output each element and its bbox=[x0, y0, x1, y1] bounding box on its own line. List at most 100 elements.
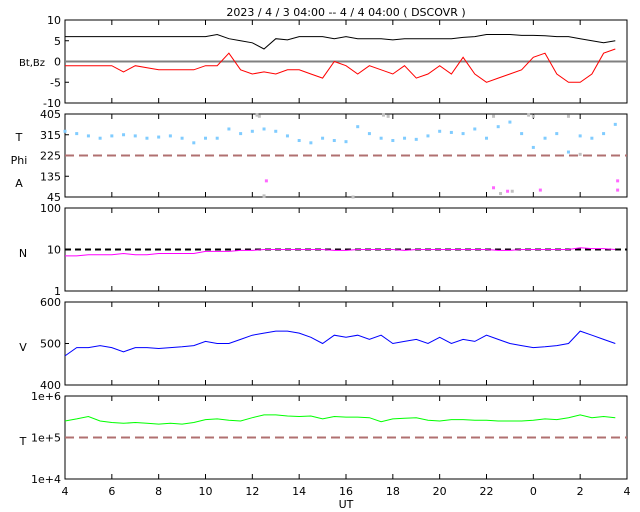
point-Phi bbox=[227, 127, 231, 131]
point-Phi bbox=[473, 127, 477, 131]
point-Phi-gray bbox=[492, 114, 496, 118]
y-tick-label: 1e+4 bbox=[31, 473, 61, 486]
point-Phi-gray bbox=[510, 189, 514, 193]
point-Phi bbox=[461, 132, 465, 136]
x-tick-label: 18 bbox=[386, 485, 400, 498]
point-Phi bbox=[356, 125, 360, 129]
x-tick-label: 14 bbox=[292, 485, 306, 498]
y-tick-label: 600 bbox=[40, 296, 61, 309]
point-Phi bbox=[520, 132, 524, 136]
point-Phi bbox=[250, 129, 254, 133]
panel-phi: 405 315 225 135 45 T Phi A bbox=[11, 108, 628, 204]
point-Phi bbox=[204, 136, 207, 140]
point-Phi bbox=[75, 132, 79, 136]
point-Phi bbox=[367, 132, 371, 136]
point-Phi bbox=[321, 136, 325, 140]
y-tick-label: 1 bbox=[54, 285, 61, 298]
point-Phi-gray bbox=[566, 114, 570, 118]
point-Phi bbox=[285, 134, 289, 138]
point-Phi bbox=[145, 136, 149, 140]
series-line-N bbox=[65, 247, 616, 257]
y-tick-label: 405 bbox=[40, 108, 61, 121]
series-line-Bt bbox=[65, 33, 616, 50]
y-tick-label: 0 bbox=[54, 56, 61, 69]
y-tick-label: 45 bbox=[47, 191, 61, 204]
y-tick-label: 315 bbox=[40, 129, 61, 142]
point-Phi bbox=[344, 140, 348, 144]
point-Phi bbox=[543, 136, 547, 140]
x-tick-label: 4 bbox=[62, 485, 69, 498]
y-tick-label: 500 bbox=[40, 338, 61, 351]
x-tick-label: 10 bbox=[199, 485, 213, 498]
point-Phi bbox=[613, 122, 617, 126]
point-Phi bbox=[438, 129, 442, 133]
panel-label: T bbox=[19, 435, 27, 448]
point-Phi bbox=[602, 132, 606, 136]
point-Phi-gray bbox=[257, 114, 261, 118]
point-Phi bbox=[403, 136, 407, 140]
point-Phi bbox=[274, 129, 278, 133]
point-Phi bbox=[86, 134, 90, 138]
panel-label: N bbox=[19, 247, 27, 260]
point-Phi bbox=[215, 136, 219, 140]
chart-title: 2023 / 4 / 3 04:00 -- 4 / 4 04:00 ( DSCO… bbox=[226, 6, 465, 19]
point-Phi-gray bbox=[255, 113, 259, 117]
point-Phi bbox=[262, 127, 266, 131]
point-Phi bbox=[297, 139, 301, 143]
x-tick-label: 16 bbox=[339, 485, 353, 498]
point-Phi-magenta bbox=[538, 188, 542, 192]
x-tick-label: 4 bbox=[624, 485, 631, 498]
y-tick-label: 135 bbox=[40, 170, 61, 183]
point-Phi bbox=[414, 137, 418, 141]
panel-label: T bbox=[15, 131, 23, 144]
point-Phi bbox=[496, 125, 500, 129]
x-tick-label: 0 bbox=[530, 485, 537, 498]
point-Phi bbox=[309, 141, 313, 145]
x-tick-label: 12 bbox=[245, 485, 259, 498]
x-tick-label: 6 bbox=[108, 485, 115, 498]
panel-density: 100 10 1 N bbox=[19, 202, 628, 298]
y-tick-label: -10 bbox=[43, 97, 61, 110]
point-Phi bbox=[508, 120, 512, 124]
point-Phi bbox=[98, 136, 102, 140]
x-axis-label: UT bbox=[339, 498, 354, 511]
point-Phi-gray bbox=[578, 152, 582, 156]
point-Phi bbox=[168, 134, 172, 138]
point-Phi bbox=[426, 134, 430, 138]
point-Phi-gray bbox=[381, 113, 385, 117]
panel-frame bbox=[64, 301, 628, 386]
point-Phi bbox=[192, 141, 196, 145]
point-Phi bbox=[122, 133, 126, 137]
y-tick-label: 10 bbox=[47, 244, 61, 257]
point-Phi bbox=[180, 136, 184, 140]
series-line-V bbox=[64, 330, 616, 357]
point-Phi bbox=[133, 134, 137, 138]
point-Phi-magenta bbox=[616, 179, 620, 183]
point-Phi-gray bbox=[531, 114, 535, 118]
panel-label: Phi bbox=[11, 154, 28, 167]
point-Phi bbox=[391, 139, 395, 143]
point-Phi-magenta bbox=[264, 179, 268, 183]
point-Phi bbox=[590, 136, 594, 140]
point-Phi bbox=[379, 136, 383, 140]
point-Phi bbox=[63, 129, 67, 133]
point-Phi bbox=[566, 150, 570, 154]
y-tick-label: -5 bbox=[50, 76, 61, 89]
y-tick-label: 100 bbox=[40, 202, 61, 215]
y-tick-label: 400 bbox=[40, 379, 61, 392]
point-Phi-magenta bbox=[492, 186, 496, 190]
y-tick-label: 1e+6 bbox=[31, 390, 61, 403]
panel-speed: 600 500 400 V bbox=[19, 296, 628, 392]
y-tick-label: 225 bbox=[40, 150, 61, 163]
point-Phi bbox=[485, 136, 488, 140]
panel-label: Bt,Bz bbox=[19, 58, 45, 69]
x-tick-label: 8 bbox=[155, 485, 162, 498]
panel-mag: 10 5 0 -5 -10 Bt,Bz bbox=[19, 14, 628, 110]
point-Phi bbox=[578, 134, 582, 138]
x-tick-label: 20 bbox=[433, 485, 447, 498]
x-tick-label: 2 bbox=[577, 485, 584, 498]
point-Phi bbox=[239, 132, 243, 136]
point-Phi bbox=[531, 145, 535, 149]
point-Phi bbox=[110, 134, 114, 138]
